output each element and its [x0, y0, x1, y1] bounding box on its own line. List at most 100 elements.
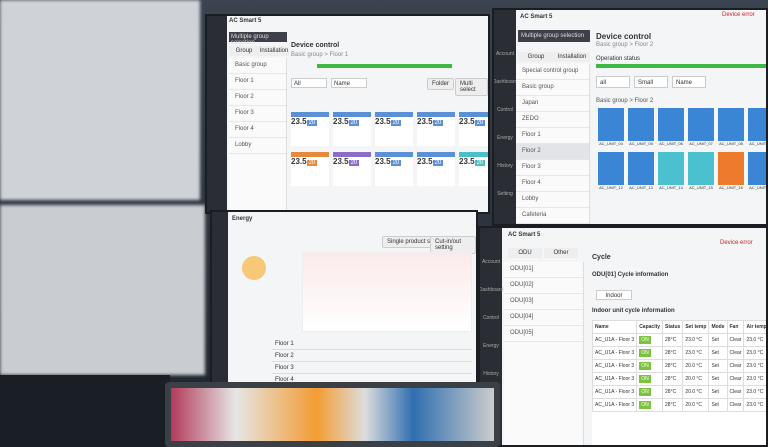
room-temp: 23.5 — [459, 117, 475, 126]
room-temp: 23.5 — [333, 157, 349, 166]
tree-item[interactable]: Floor 2 — [516, 144, 589, 160]
tree-item[interactable]: Floor 1 — [229, 74, 286, 90]
list-item[interactable]: ODU[02] — [504, 278, 583, 294]
nav-item[interactable]: Account — [495, 51, 515, 57]
unit-tile[interactable]: 23.5 20 — [375, 152, 413, 186]
tree-item[interactable]: Lobby — [516, 192, 589, 208]
tree-item[interactable]: Floor 4 — [516, 176, 589, 192]
cell-text: 20.0 °C — [685, 402, 703, 408]
unit-name: AC_UNIT_06 — [659, 141, 683, 146]
tab[interactable]: ODU — [508, 248, 542, 258]
set-temp: 20 — [474, 160, 486, 166]
tree-item[interactable]: Floor 1 — [516, 128, 589, 144]
unit-tile[interactable]: 23.5 20 — [291, 152, 329, 186]
cell: Set — [708, 359, 728, 373]
cell-text: 23.0 °C — [746, 402, 764, 408]
nav-item[interactable]: Account — [481, 259, 501, 265]
cell-text: Clear — [729, 337, 742, 343]
nav-item[interactable]: History — [497, 163, 513, 169]
cell-text: 28°C — [665, 350, 677, 356]
cell: Clear — [726, 346, 745, 360]
tree-item[interactable]: ZEDO — [516, 112, 589, 128]
button[interactable]: Cut-in/out setting — [430, 236, 476, 254]
unit-icon — [748, 108, 766, 141]
nav-item[interactable]: Control — [482, 315, 500, 321]
filter[interactable]: Name — [672, 76, 706, 88]
tree-item[interactable]: Basic group — [516, 80, 589, 96]
cell: 20.0 °C — [682, 398, 710, 412]
button[interactable]: Multi select — [455, 78, 488, 96]
tab[interactable]: Indoor — [596, 290, 632, 300]
tree-item[interactable]: Floor 2 — [229, 90, 286, 106]
unit-tile[interactable]: 23.5 20 — [417, 152, 455, 186]
tab[interactable]: Installation — [259, 46, 289, 56]
tab[interactable]: Group — [518, 52, 554, 62]
tree-item[interactable]: Cafeteria — [516, 208, 589, 224]
cell: AC_U1A - Floor 3 — [591, 385, 638, 399]
unit-tile[interactable]: AC_UNIT_14 — [658, 152, 684, 190]
nav-item[interactable]: Energy — [483, 343, 499, 349]
unit-tile[interactable]: 23.5 20 — [459, 152, 488, 186]
nav-item[interactable]: Setting — [497, 191, 513, 197]
nav-item[interactable]: Control — [496, 107, 514, 113]
tree-item[interactable]: Lobby — [229, 138, 286, 154]
unit-tile[interactable]: 23.5 20 — [333, 112, 371, 146]
tree-item[interactable]: Special control group — [516, 64, 589, 80]
unit-tile[interactable]: 23.5 20 — [375, 112, 413, 146]
room-temp: 23.5 — [291, 117, 307, 126]
status-bar — [317, 64, 452, 68]
tab[interactable]: Installation — [554, 52, 590, 62]
nav-item[interactable]: Energy — [497, 135, 513, 141]
button[interactable]: Folder — [427, 78, 455, 90]
list-item[interactable]: ODU[04] — [504, 310, 583, 326]
tree-item[interactable]: Floor 3 — [516, 160, 589, 176]
unit-tile[interactable]: AC_UNIT_06 — [658, 108, 684, 146]
unit-tile[interactable]: AC_UNIT_17 — [748, 152, 766, 190]
status-badge: ON — [639, 375, 651, 383]
unit-name: AC_UNIT_13 — [629, 185, 653, 190]
unit-tile[interactable]: AC_UNIT_12 — [598, 152, 624, 190]
list-item[interactable]: ODU[01] — [504, 262, 583, 278]
tree-item[interactable]: Floor 3 — [229, 106, 286, 122]
unit-icon — [628, 152, 654, 185]
unit-tile[interactable]: 23.5 20 — [459, 112, 488, 146]
unit-tile[interactable]: 23.5 20 — [333, 152, 371, 186]
nav-item[interactable]: History — [483, 371, 499, 377]
tab[interactable]: Group — [229, 46, 259, 56]
filter[interactable]: Small — [634, 76, 668, 88]
unit-tile[interactable]: AC_UNIT_05 — [628, 108, 654, 146]
list-item[interactable]: ODU[03] — [504, 294, 583, 310]
status-label: Operation status — [596, 56, 641, 62]
nav-item[interactable]: Dashboard — [492, 79, 518, 85]
unit-tile[interactable]: AC_UNIT_07 — [688, 108, 714, 146]
page-title: Device control — [291, 42, 340, 49]
set-temp: 20 — [306, 120, 318, 126]
unit-icon — [598, 108, 624, 141]
cell-text: 23.0 °C — [746, 363, 764, 369]
unit-tile[interactable]: AC_UNIT_04 — [598, 108, 624, 146]
tree-item[interactable]: Floor 4 — [229, 122, 286, 138]
nav-item[interactable]: Dashboard — [478, 287, 504, 293]
unit-tile[interactable]: AC_UNIT_09 — [748, 108, 766, 146]
unit-name: AC_UNIT_04 — [599, 141, 623, 146]
desk — [0, 375, 170, 447]
filter[interactable]: All — [291, 78, 327, 88]
filter[interactable]: all — [596, 76, 630, 88]
cell: 23.0 °C — [682, 333, 710, 347]
unit-tile[interactable]: 23.5 20 — [291, 112, 329, 146]
cell: ON — [636, 385, 664, 399]
tree-item[interactable]: Basic group — [229, 58, 286, 74]
unit-tile[interactable]: 23.5 20 — [417, 112, 455, 146]
unit-tile[interactable]: AC_UNIT_13 — [628, 152, 654, 190]
set-temp: 20 — [432, 120, 444, 126]
cell: 28°C — [662, 333, 684, 347]
column-header: Set temp — [682, 320, 710, 334]
unit-tile[interactable]: AC_UNIT_08 — [718, 108, 744, 146]
filter[interactable]: Name — [331, 78, 367, 88]
cell: 28°C — [662, 346, 684, 360]
tab[interactable]: Other — [544, 248, 578, 258]
unit-tile[interactable]: AC_UNIT_15 — [688, 152, 714, 190]
list-item[interactable]: ODU[05] — [504, 326, 583, 342]
unit-tile[interactable]: AC_UNIT_16 — [718, 152, 744, 190]
tree-item[interactable]: Japan — [516, 96, 589, 112]
